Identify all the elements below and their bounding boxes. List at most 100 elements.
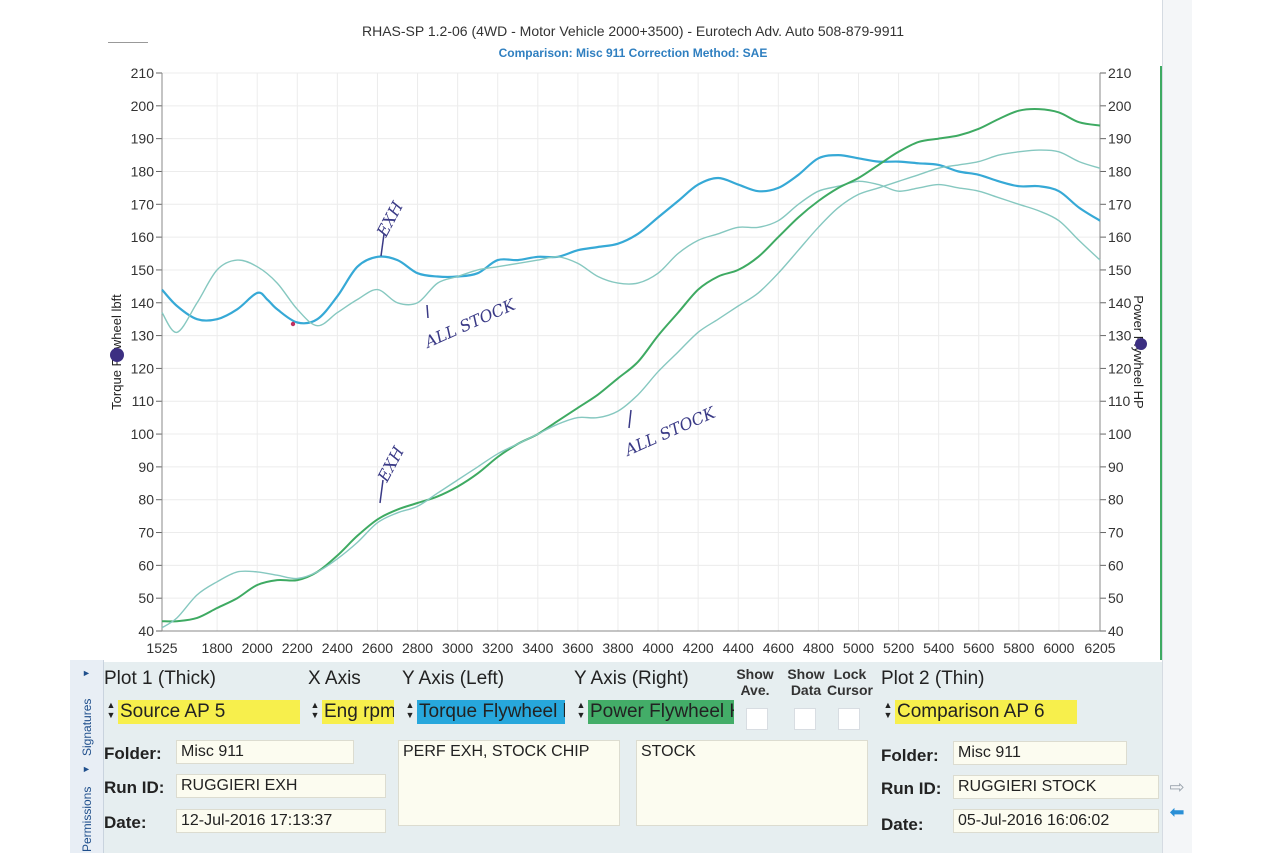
y-left-tick-label: 140 (131, 295, 155, 311)
y-right-tick-label: 60 (1108, 557, 1124, 573)
y-right-tick-label: 180 (1108, 163, 1132, 179)
cursor-marks (110, 321, 1147, 362)
y-left-tick-label: 60 (138, 557, 154, 573)
back-arrow-icon[interactable]: ⬅ (1169, 802, 1185, 822)
left-date-field[interactable]: 12-Jul-2016 17:13:37 (176, 809, 386, 833)
y-right-tick-label: 200 (1108, 98, 1132, 114)
y-right-tick-label: 70 (1108, 525, 1124, 541)
y-left-tick-label: 130 (131, 328, 155, 344)
runid-label: Run ID: (104, 778, 165, 797)
x-tick-label: 3800 (602, 640, 633, 656)
show-ave-checkbox[interactable] (746, 708, 768, 730)
y-left-tick-label: 120 (131, 360, 155, 376)
y-right-tick-label: 160 (1108, 229, 1132, 245)
y-right-tick-label: 100 (1108, 426, 1132, 442)
x-tick-label: 4200 (683, 640, 714, 656)
y-right-tick-label: 170 (1108, 196, 1132, 212)
x-tick-label: 2800 (402, 640, 433, 656)
y-left-tick-label: 150 (131, 262, 155, 278)
y-right-tick-label: 50 (1108, 590, 1124, 606)
x-tick-label: 3400 (522, 640, 553, 656)
y-left-tick-label: 50 (138, 590, 154, 606)
cursor-marker (110, 348, 124, 362)
show-data-checkbox[interactable] (794, 708, 816, 730)
y-left-tick-label: 210 (131, 65, 155, 81)
plot2-heading: Plot 2 (Thin) (881, 668, 985, 689)
plot2-comparison-select[interactable]: Comparison AP 6 (895, 700, 1077, 724)
x-tick-label: 2000 (242, 640, 273, 656)
y-right-tick-label: 110 (1108, 393, 1131, 409)
left-notes-field[interactable]: PERF EXH, STOCK CHIP (398, 740, 620, 826)
y-right-tick-label: 120 (1108, 360, 1132, 376)
y-left-tick-label: 180 (131, 163, 155, 179)
x-tick-label: 4400 (723, 640, 754, 656)
right-folder-field[interactable]: Misc 911 (953, 741, 1127, 765)
controls-panel: Plot 1 (Thick) X Axis Y Axis (Left) Y Ax… (104, 662, 1162, 853)
y-right-tick-label: 40 (1108, 623, 1124, 639)
left-runid-field[interactable]: RUGGIERI EXH (176, 774, 386, 798)
spinner-updown-icon[interactable]: ▲ ▼ (106, 700, 116, 720)
lock-cursor-checkbox[interactable] (838, 708, 860, 730)
xaxis-select[interactable]: Eng rpm (322, 700, 394, 724)
tab-signatures[interactable]: ► Signatures (70, 668, 104, 758)
x-tick-label: 3200 (482, 640, 513, 656)
spinner-updown-icon[interactable]: ▲ ▼ (310, 700, 320, 720)
y-left-tick-label: 70 (138, 525, 154, 541)
x-tick-label: 4600 (763, 640, 794, 656)
x-tick-label: 5400 (923, 640, 954, 656)
chart-tick-labels: 1525 1800 2000 2200 2400 2600 2800 3000 3200 3400… (131, 65, 1132, 656)
annotation-tick (426, 304, 429, 319)
x-tick-label: 1525 (146, 640, 177, 656)
x-tick-label: 6000 (1043, 640, 1074, 656)
x-tick-label: 3000 (442, 640, 473, 656)
x-tick-label: 4000 (642, 640, 673, 656)
yleft-select[interactable]: Torque Flywheel lbft (417, 700, 565, 724)
date-label-right: Date: (881, 815, 924, 834)
x-tick-label: 3600 (562, 640, 593, 656)
spinner-updown-icon[interactable]: ▲ ▼ (883, 700, 893, 720)
series-line-power-exh (161, 107, 1101, 623)
show-ave-heading: Show Ave. (736, 666, 774, 698)
series-line-torque-stock (161, 180, 1101, 333)
x-tick-label: 6205 (1084, 640, 1115, 656)
x-tick-label: 2200 (282, 640, 313, 656)
xaxis-heading: X Axis (308, 668, 361, 689)
x-tick-label: 1800 (202, 640, 233, 656)
left-folder-field[interactable]: Misc 911 (176, 740, 354, 764)
corner-dash (108, 42, 148, 43)
annotation-tick (628, 409, 632, 429)
yright-select[interactable]: Power Flywheel HP (588, 700, 734, 724)
right-date-field[interactable]: 05-Jul-2016 16:06:02 (953, 809, 1159, 833)
y-left-tick-label: 200 (131, 98, 155, 114)
right-runid-field[interactable]: RUGGIERI STOCK (953, 775, 1159, 799)
y-left-tick-label: 170 (131, 196, 155, 212)
lock-cursor-heading: Lock Cursor (827, 666, 873, 698)
y-right-tick-label: 140 (1108, 295, 1132, 311)
x-tick-label: 5800 (1003, 640, 1034, 656)
y-right-tick-label: 210 (1108, 65, 1132, 81)
date-label: Date: (104, 813, 147, 832)
yleft-heading: Y Axis (Left) (402, 668, 505, 689)
forward-arrow-icon[interactable]: ⇨ (1169, 777, 1185, 797)
tab-permissions[interactable]: ► Permissions (70, 764, 104, 852)
right-axis-title: Power Flywheel HP (1131, 295, 1146, 408)
y-right-tick-label: 80 (1108, 492, 1124, 508)
y-right-tick-label: 150 (1108, 262, 1132, 278)
chart-series (161, 107, 1101, 629)
y-left-tick-label: 80 (138, 492, 154, 508)
plot1-source-select[interactable]: Source AP 5 (118, 700, 300, 724)
x-tick-label: 5200 (883, 640, 914, 656)
x-tick-label: 5600 (963, 640, 994, 656)
series-line-torque-exh (161, 154, 1101, 325)
chart-title: RHAS-SP 1.2-06 (4WD - Motor Vehicle 2000… (361, 23, 905, 39)
expand-arrow-icon: ► (82, 764, 91, 774)
right-notes-field[interactable]: STOCK (636, 740, 868, 826)
right-margin-strip (1162, 0, 1192, 853)
spinner-updown-icon[interactable]: ▲ ▼ (405, 700, 415, 720)
cursor-marker (1135, 338, 1147, 350)
spinner-updown-icon[interactable]: ▲ ▼ (576, 700, 586, 720)
chart-axes (156, 66, 1162, 660)
cursor-point (290, 321, 296, 327)
handwritten-annotations: EXH ALL STOCK EXH ALL STOCK (372, 197, 719, 504)
